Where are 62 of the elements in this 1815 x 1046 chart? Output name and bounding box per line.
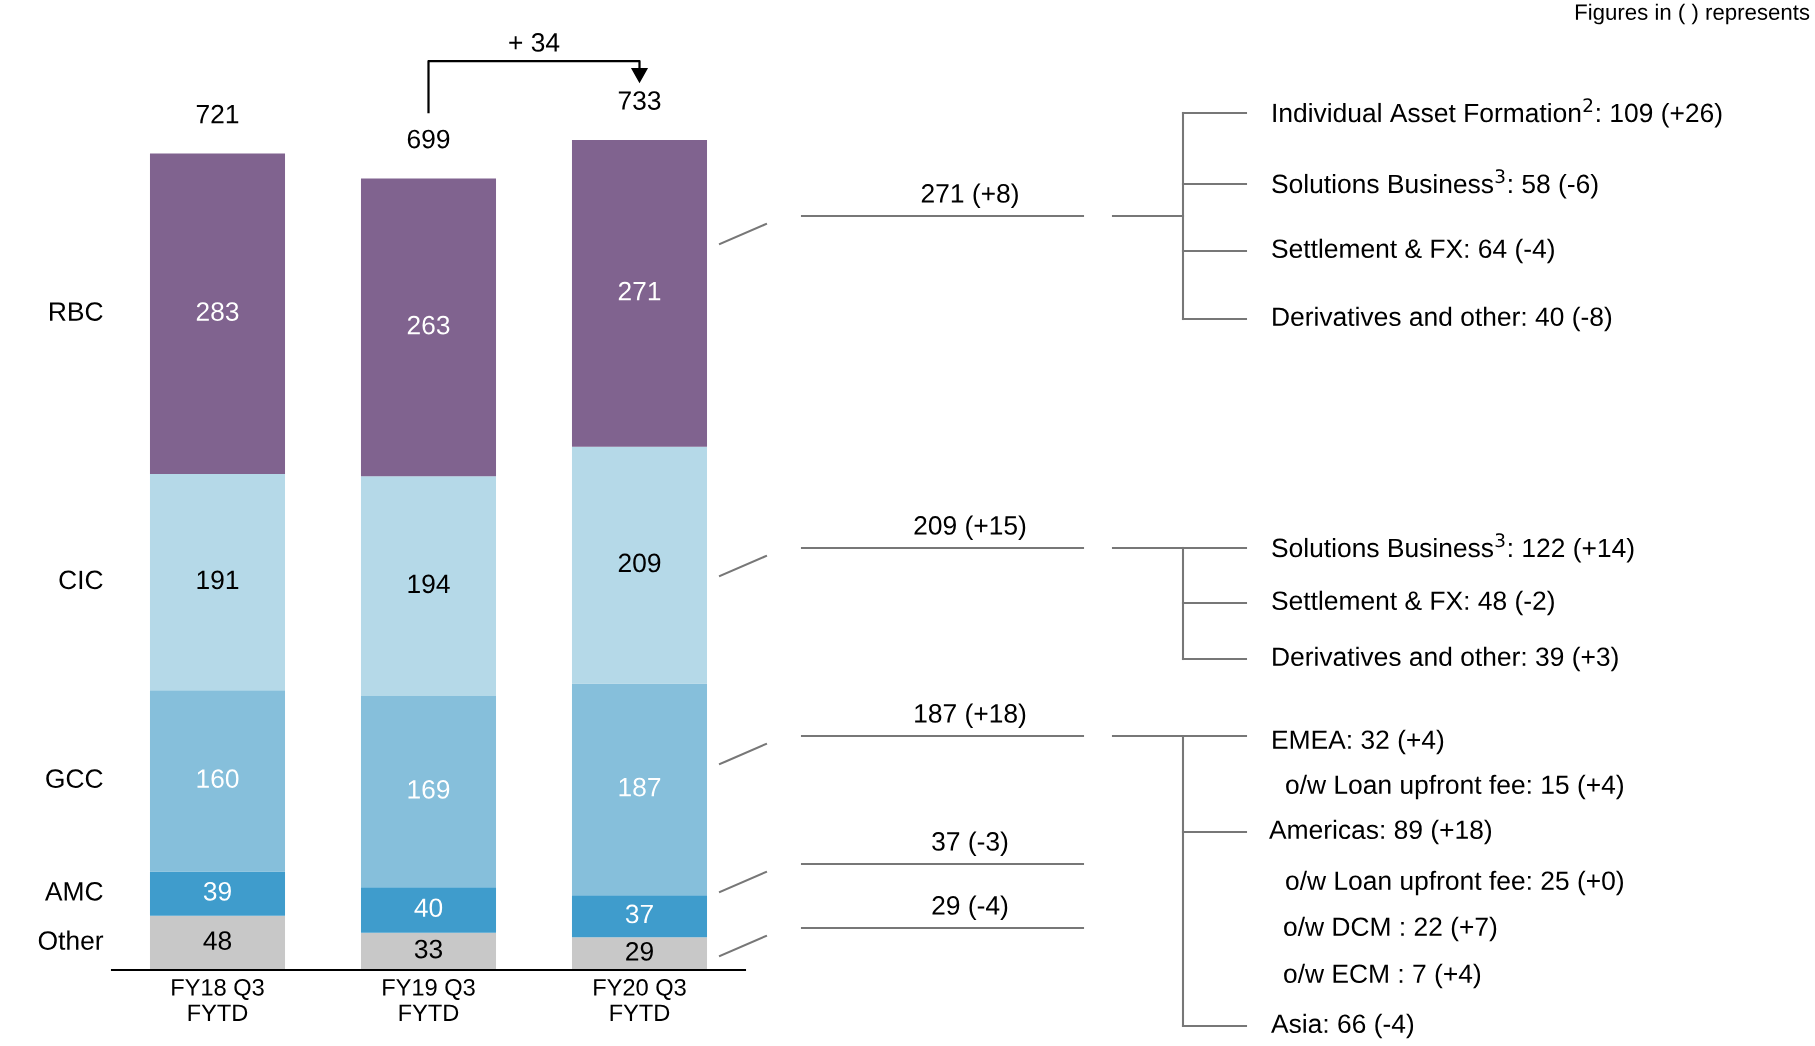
text: 37 (-3) (932, 831, 1008, 856)
x-tick-label: FY19 Q3 FYTD (383, 978, 475, 1021)
bar (149, 474, 286, 691)
data-label: 271 (618, 281, 661, 301)
data-label: 209 (618, 553, 661, 573)
data-label: 187 (619, 777, 661, 797)
total-label: 699 (407, 129, 450, 149)
text: Americas: 89 (+18) (1269, 819, 1492, 845)
series-label: AMC (44, 881, 103, 901)
text: o/w Loan upfront fee: 25 (+0) (1286, 870, 1623, 896)
bar (571, 140, 708, 447)
text: Figures in ( ) represents (1575, 3, 1810, 25)
bar (571, 895, 708, 938)
bar (360, 932, 497, 970)
bar (360, 887, 497, 933)
bar (571, 683, 708, 896)
data-label: 37 (625, 904, 653, 924)
data-label: 40 (414, 898, 443, 918)
text: Solutions Business$^{3}$: 122 (+14) (1272, 533, 1634, 563)
bar (360, 178, 497, 477)
text: Solutions Business$^{3}$: 58 (-6) (1272, 169, 1598, 199)
total-label: 721 (196, 104, 239, 124)
bar (149, 690, 286, 872)
bar (360, 476, 497, 696)
bar (571, 937, 708, 970)
text: + 34 (509, 33, 560, 52)
text: o/w Loan upfront fee: 15 (+4) (1286, 774, 1623, 800)
data-label: 191 (197, 570, 239, 590)
data-label: 33 (414, 939, 443, 959)
text: Settlement & FX: 64 (-4) (1272, 238, 1554, 264)
text: 29 (-4) (932, 895, 1008, 920)
text: Individual Asset Formation$^{2}$: 109 (+26) (1273, 98, 1722, 128)
series-label: Other (38, 930, 104, 950)
total-label: 733 (618, 91, 661, 110)
series-label: RBC (50, 302, 103, 321)
bar (149, 915, 286, 970)
data-label: 48 (203, 931, 232, 950)
data-label: 283 (196, 302, 239, 321)
bar (571, 446, 708, 684)
text: 209 (+15) (914, 515, 1026, 540)
bar (360, 695, 497, 888)
x-tick-label: FY20 Q3 FYTD (594, 978, 686, 1021)
data-label: 160 (197, 769, 239, 788)
data-label: 39 (203, 881, 231, 901)
data-label: 29 (626, 941, 653, 961)
bar (149, 153, 286, 475)
series-label: CIC (59, 570, 103, 590)
data-label: 263 (407, 315, 450, 335)
data-label: 169 (408, 780, 450, 799)
text: EMEA: 32 (+4) (1273, 729, 1444, 755)
data-label: 194 (408, 574, 450, 594)
series-label: GCC (46, 769, 103, 788)
bar (149, 871, 286, 916)
text: 271 (+8) (921, 183, 1018, 208)
text: Asia: 66 (-4) (1271, 1013, 1414, 1039)
x-tick-label: FY18 Q3 FYTD (172, 978, 264, 1021)
text: 187 (+18) (915, 703, 1026, 728)
text: Derivatives and other: 39 (+3) (1273, 646, 1618, 672)
text: o/w DCM : 22 (+7) (1284, 916, 1497, 942)
text: Derivatives and other: 40 (-8) (1273, 306, 1612, 332)
text: o/w ECM : 7 (+4) (1284, 963, 1481, 989)
text: Settlement & FX: 48 (-2) (1272, 590, 1554, 616)
